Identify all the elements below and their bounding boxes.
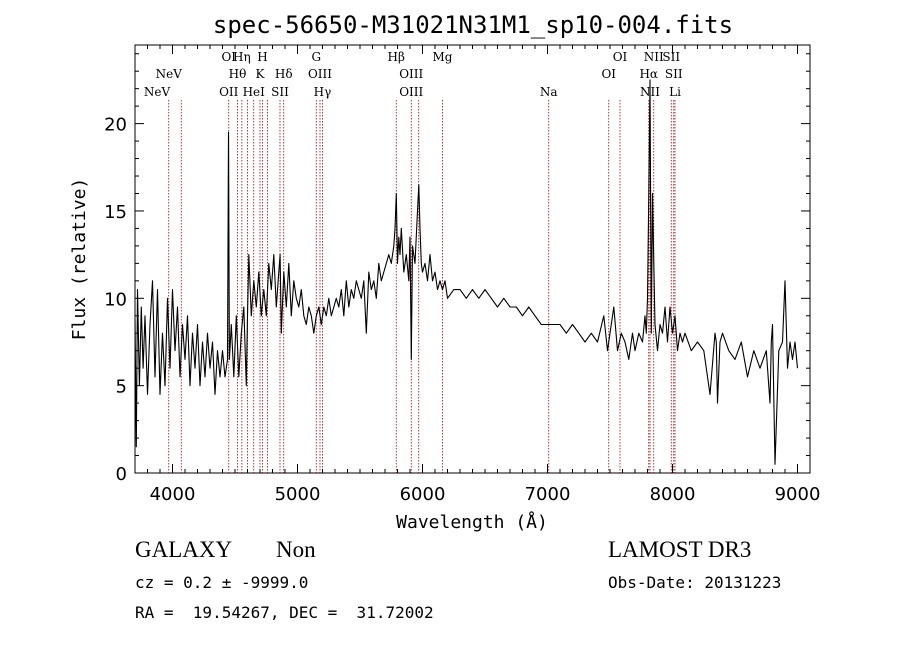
line-marker-label: OIII <box>308 67 332 81</box>
y-axis-label: Flux (relative) <box>69 178 90 341</box>
line-marker-label: NeV <box>156 67 183 81</box>
obs-date-readout: Obs-Date: 20131223 <box>608 573 782 592</box>
line-marker-label: Hβ <box>388 50 405 64</box>
line-marker-label: G <box>311 50 321 64</box>
line-marker-label: Hγ <box>314 85 332 99</box>
line-marker-label: OI <box>601 67 616 81</box>
plot-frame <box>134 44 811 474</box>
line-marker-label: NII <box>644 50 664 64</box>
x-tick-label: 9000 <box>775 484 821 505</box>
line-marker-label: Hδ <box>275 67 293 81</box>
line-marker-label: HeI <box>243 85 266 99</box>
line-marker-label: OI <box>613 50 628 64</box>
spectrum-line <box>134 79 799 465</box>
axis-ticks: 4000 5000 6000 7000 8000 9000 0 5 10 15 20 <box>104 45 820 505</box>
y-tick-label: 5 <box>116 377 127 398</box>
line-marker-label: SII <box>662 50 680 64</box>
y-tick-label: 15 <box>104 202 127 223</box>
spectrum-chart: spec-56650-M31021N31M1_sp10-004.fits NeV… <box>69 11 820 533</box>
line-marker-label: H <box>257 50 267 64</box>
coordinates-readout: RA = 19.54267, DEC = 31.72002 <box>135 603 434 622</box>
line-marker-label: K <box>256 67 266 81</box>
line-marker-label: OI <box>221 50 236 64</box>
line-marker-label: OIII <box>399 85 423 99</box>
x-tick-label: 8000 <box>650 484 696 505</box>
line-marker-label: Na <box>540 85 558 99</box>
line-marker-label: OII <box>219 85 239 99</box>
chart-title: spec-56650-M31021N31M1_sp10-004.fits <box>213 11 733 39</box>
emission-line-labels: NeV NeV OII OI Hθ Hη HeI KH SII Hδ G OIII Hγ Hβ OIII OI… <box>144 50 683 99</box>
emission-line-markers <box>168 100 676 473</box>
line-marker-label: Mg <box>433 50 453 64</box>
line-marker-label: NeV <box>144 85 171 99</box>
x-axis-label: Wavelength (Å) <box>396 511 548 533</box>
line-marker-label: SII <box>665 67 683 81</box>
line-marker-label: SII <box>271 85 289 99</box>
object-class: GALAXY <box>135 537 233 562</box>
redshift-readout: cz = 0.2 ± -9999.0 <box>135 573 309 592</box>
x-tick-label: 6000 <box>400 484 446 505</box>
x-tick-label: 5000 <box>275 484 321 505</box>
line-marker-label: Hη <box>233 50 251 64</box>
survey-name: LAMOST DR3 <box>608 537 752 562</box>
x-tick-label: 4000 <box>150 484 196 505</box>
line-marker-label: Hα <box>639 67 658 81</box>
line-marker-label: Hθ <box>229 67 247 81</box>
line-marker-label: OIII <box>399 67 423 81</box>
object-subclass: Non <box>276 537 316 562</box>
y-tick-label: 20 <box>104 115 127 136</box>
y-tick-label: 0 <box>116 464 127 485</box>
y-tick-label: 10 <box>104 289 127 310</box>
line-marker-label: Li <box>669 85 681 99</box>
x-tick-label: 7000 <box>525 484 571 505</box>
